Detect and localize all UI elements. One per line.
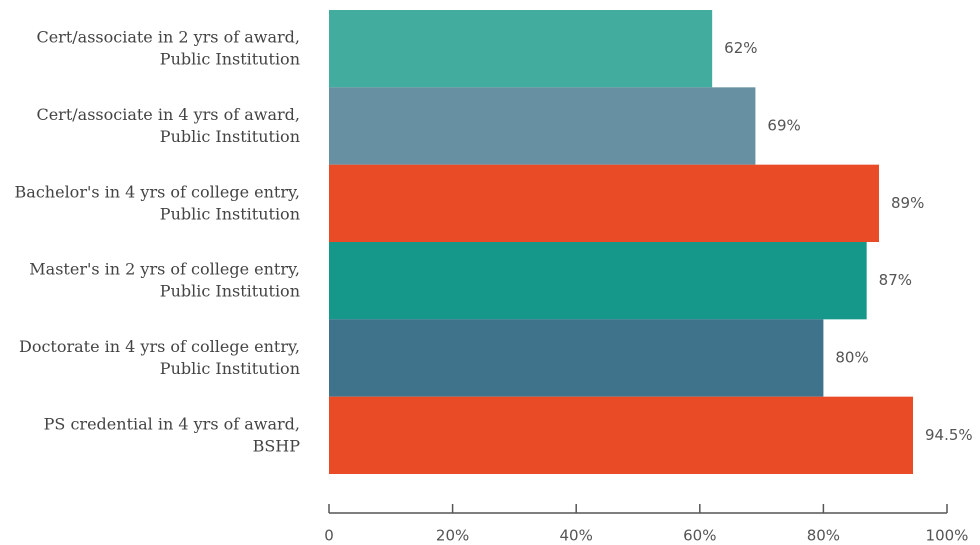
value-label: 69% <box>767 117 800 135</box>
category-line: Cert/associate in 2 yrs of award, <box>36 27 300 46</box>
value-label: 87% <box>879 271 912 289</box>
x-tick-label: 60% <box>683 527 716 545</box>
category-label: Cert/associate in 4 yrs of award, Public … <box>36 105 300 146</box>
category-line: PS credential in 4 yrs of award, <box>44 414 300 433</box>
category-line: Cert/associate in 4 yrs of award, <box>36 105 300 124</box>
category-label: Cert/associate in 2 yrs of award, Public … <box>36 27 300 68</box>
bar <box>329 396 914 474</box>
category-line: BSHP <box>253 436 301 455</box>
category-line: Public Institution <box>160 127 300 146</box>
bar <box>329 87 756 165</box>
x-tick-label: 80% <box>807 527 840 545</box>
category-label: Doctorate in 4 yrs of college entry, Publ… <box>19 337 300 378</box>
category-line: Doctorate in 4 yrs of college entry, <box>19 337 300 356</box>
bar <box>329 164 880 242</box>
category-line: Bachelor's in 4 yrs of college entry, <box>15 182 300 201</box>
category-line: Master's in 2 yrs of college entry, <box>29 259 300 278</box>
category-label: Bachelor's in 4 yrs of college entry, Pub… <box>15 182 300 223</box>
category-label: PS credential in 4 yrs of award, BSHP <box>44 414 301 455</box>
category-line: Public Institution <box>160 281 300 300</box>
category-line: Public Institution <box>160 49 300 68</box>
x-tick-label: 0 <box>324 527 334 545</box>
value-label: 89% <box>891 194 924 212</box>
x-tick-label: 40% <box>560 527 593 545</box>
bar <box>329 319 824 397</box>
category-label: Master's in 2 yrs of college entry, Publi… <box>29 259 300 300</box>
x-tick-label: 100% <box>926 527 969 545</box>
category-line: Public Institution <box>160 204 300 223</box>
value-label: 80% <box>835 349 868 367</box>
bar <box>329 10 713 88</box>
value-label: 62% <box>724 39 757 57</box>
bar <box>329 242 867 320</box>
value-label: 94.5% <box>925 426 973 444</box>
category-line: Public Institution <box>160 359 300 378</box>
x-tick-label: 20% <box>436 527 469 545</box>
